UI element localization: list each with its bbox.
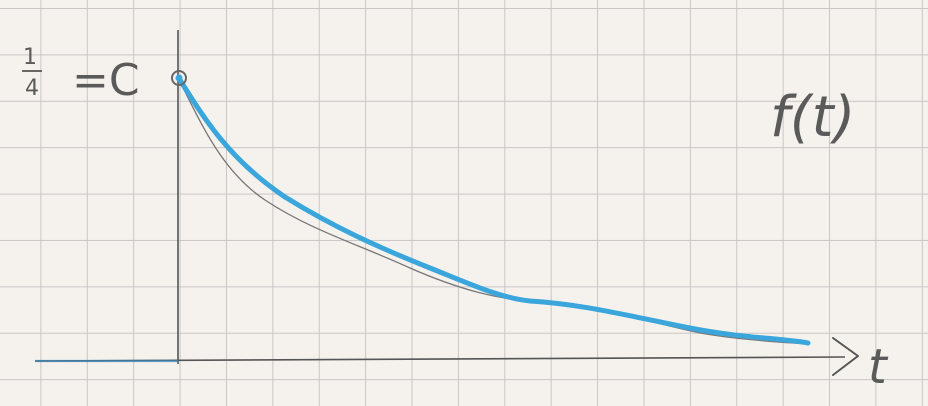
fraction-numerator: 1 xyxy=(23,45,37,70)
x-axis-label: t xyxy=(868,339,889,395)
fraction-denominator: 4 xyxy=(25,76,39,101)
pencil-curve xyxy=(179,81,809,345)
start-point-dot xyxy=(175,74,183,82)
x-axis-arrowhead xyxy=(832,337,859,376)
function-label: f(t) xyxy=(770,85,855,150)
equals-c-label: =C xyxy=(72,55,140,106)
function-curve xyxy=(177,77,811,346)
start-point-marker xyxy=(171,70,187,86)
